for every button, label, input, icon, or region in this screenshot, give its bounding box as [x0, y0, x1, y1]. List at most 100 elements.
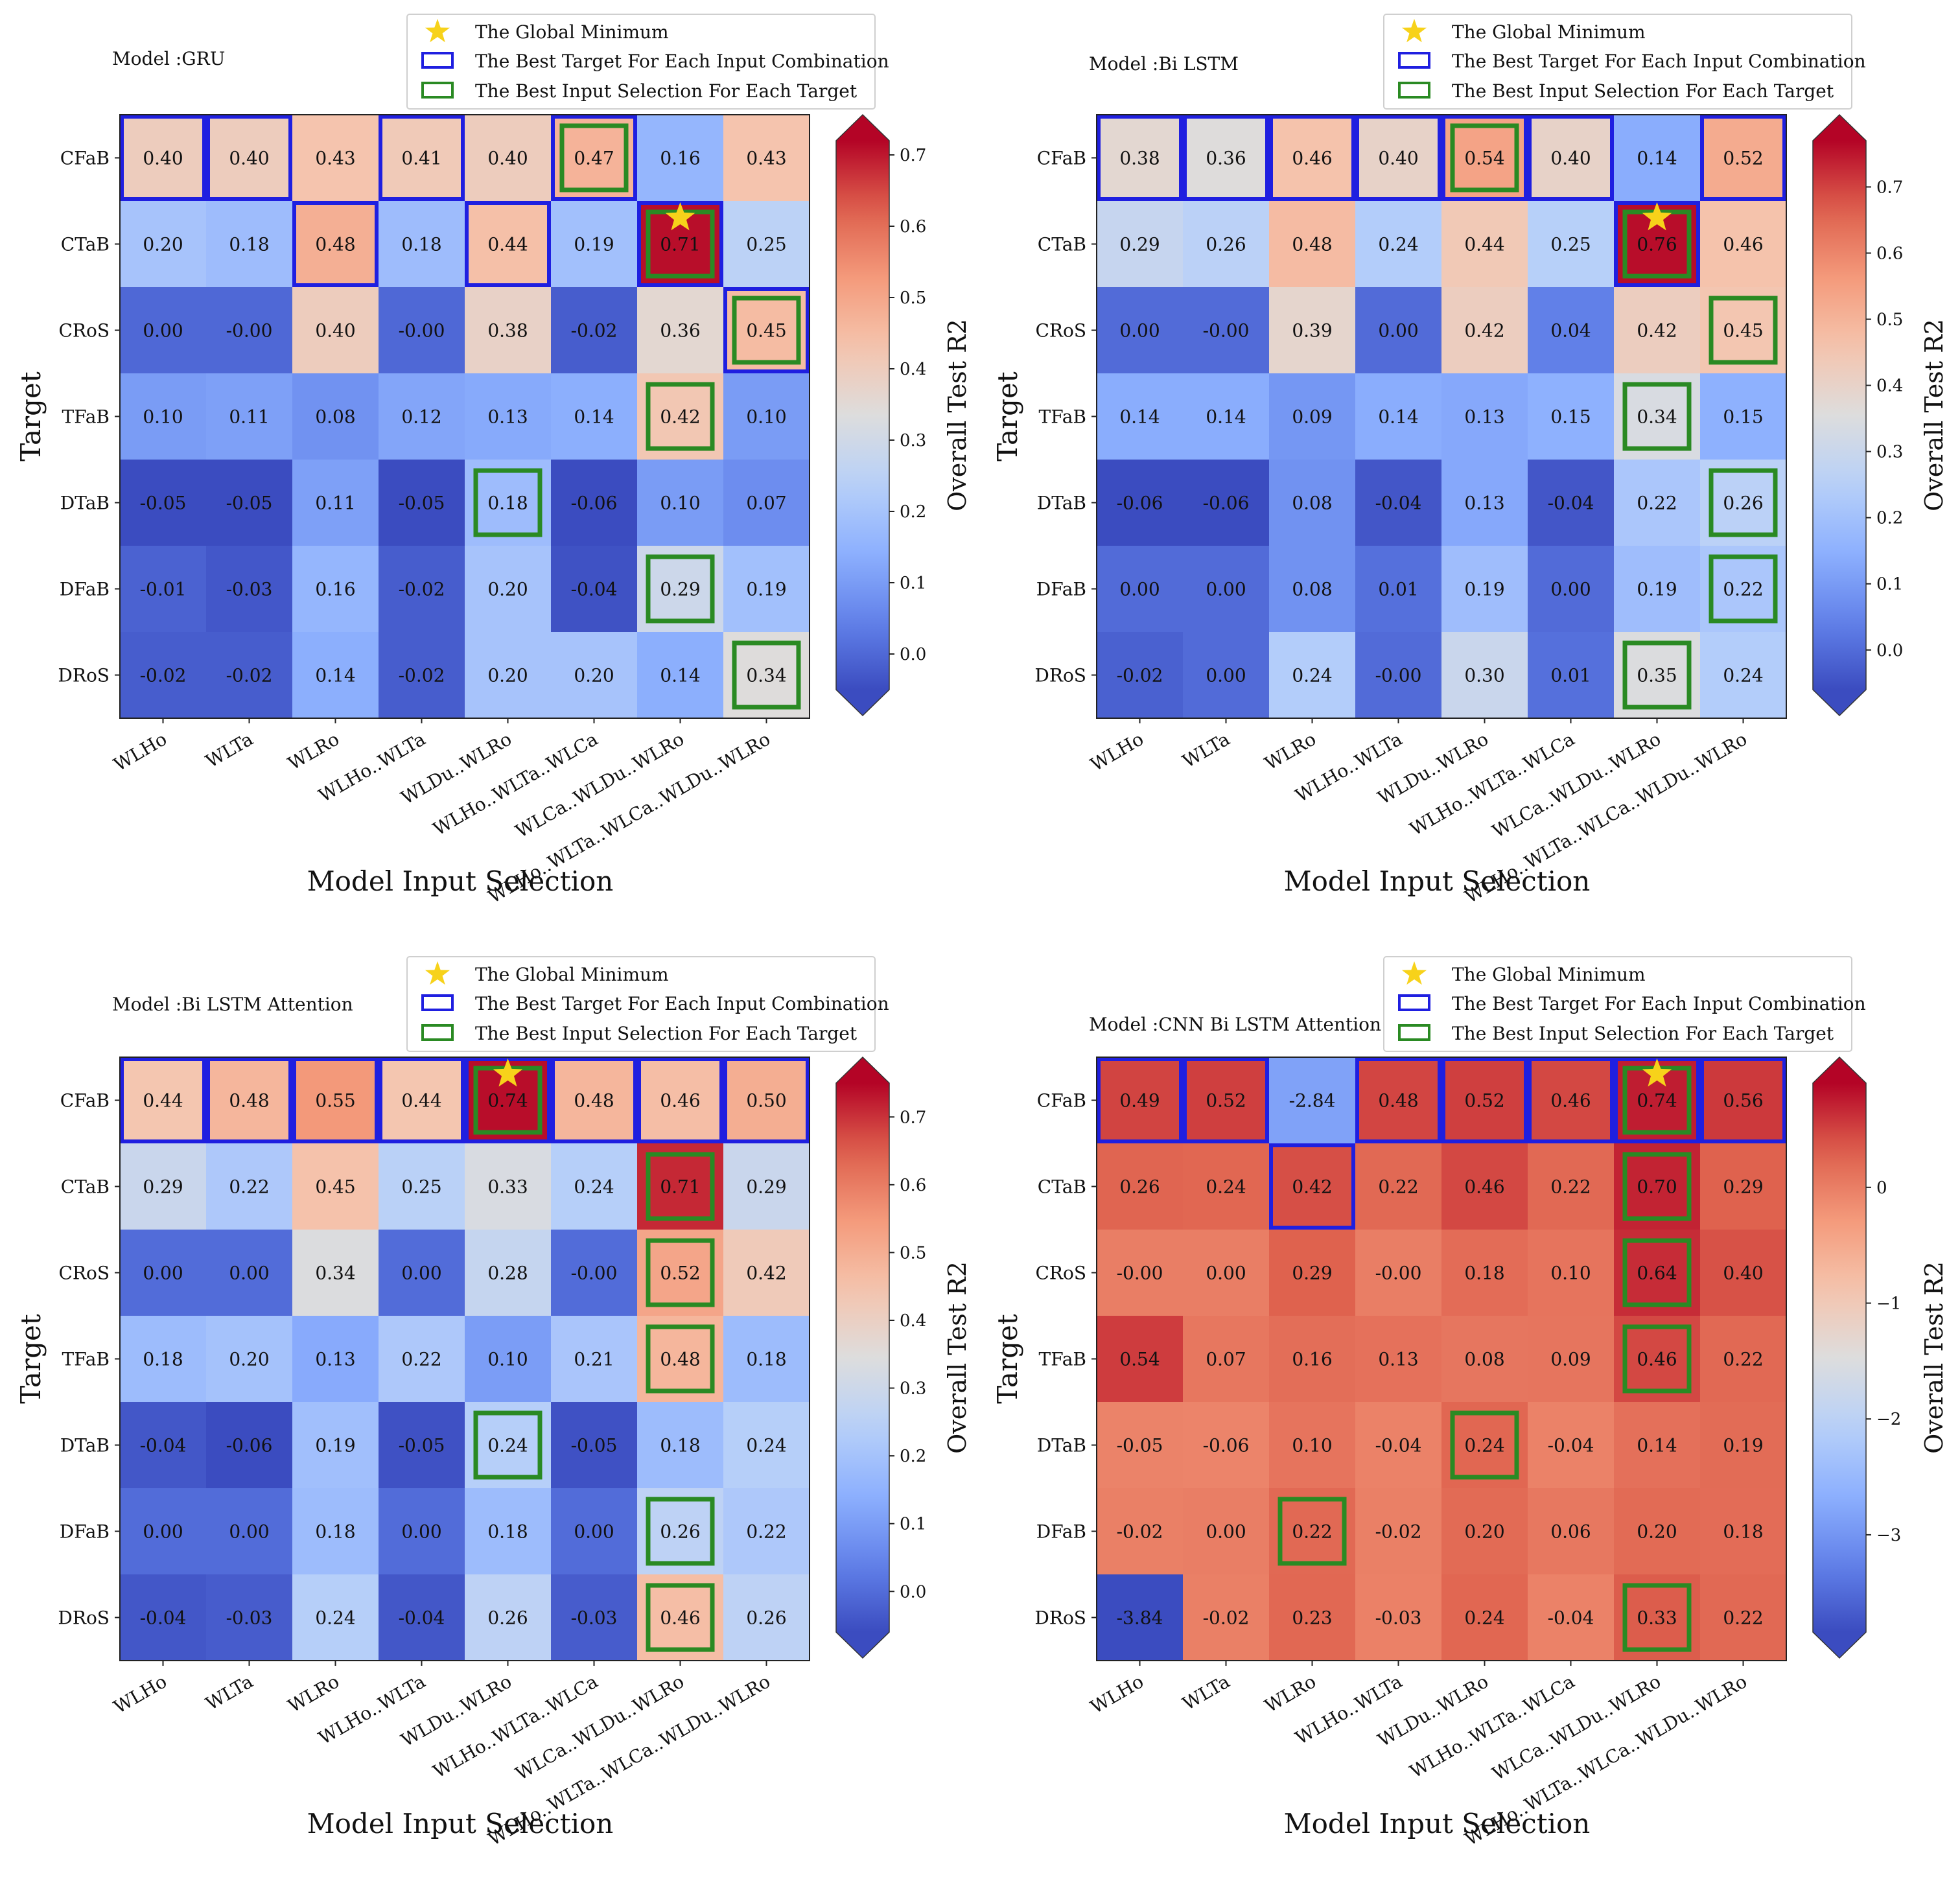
heatmap-cell — [1097, 1143, 1183, 1230]
cell-value-label: 0.10 — [1550, 1263, 1591, 1284]
heatmap-cell — [379, 632, 465, 718]
heatmap-cell — [1355, 373, 1441, 460]
cell-value-label: 0.14 — [574, 406, 614, 428]
best-input-box — [1709, 468, 1778, 537]
heatmap-cell — [120, 201, 206, 287]
best-input-box — [1709, 554, 1778, 624]
cell-value-label: -2.84 — [1289, 1090, 1336, 1112]
colorbar-tick-label: 0.6 — [900, 1176, 926, 1195]
best-target-box — [1528, 1057, 1614, 1143]
cell-value-label: 0.52 — [660, 1263, 700, 1284]
heatmap-cell — [1614, 1574, 1700, 1661]
colorbar-label: Overall Test R2 — [1920, 1261, 1948, 1454]
cell-value-label: 0.19 — [1464, 579, 1504, 600]
best-input-box — [646, 1497, 715, 1566]
cell-value-label: 0.10 — [143, 406, 183, 428]
cell-value-label: 0.13 — [1378, 1349, 1418, 1370]
cell-value-label: 0.11 — [229, 406, 269, 428]
cell-value-label: 0.36 — [1206, 148, 1246, 169]
colorbar-top-extension — [1813, 1057, 1866, 1083]
heatmap-panel-2: 0.38 0.36 0.46 0.40 0.54 0.40 0.14 0.52 0.29 0.26… — [992, 14, 1948, 907]
cell-value-label: 0.13 — [315, 1349, 355, 1370]
legend-label: The Best Input Selection For Each Target — [1452, 80, 1834, 102]
heatmap-cell — [723, 1057, 810, 1143]
cell-value-label: 0.22 — [1378, 1176, 1418, 1198]
heatmap-cell — [465, 1143, 551, 1230]
cell-value-label: 0.00 — [401, 1263, 441, 1284]
cell-value-label: 0.26 — [487, 1607, 528, 1629]
heatmap-cell — [292, 460, 379, 546]
cell-value-label: 0.06 — [1550, 1521, 1591, 1543]
heatmap-cell — [465, 115, 551, 201]
cell-value-label: 0.29 — [746, 1176, 786, 1198]
panel-title: Model :GRU — [112, 48, 225, 69]
best-target-box — [1097, 1057, 1183, 1143]
heatmap-cell — [1528, 1488, 1614, 1574]
heatmap-cell — [723, 373, 810, 460]
heatmap-cell — [723, 1574, 810, 1661]
heatmap-cell — [1528, 1230, 1614, 1316]
heatmap-cell — [292, 1488, 379, 1574]
heatmap-cell — [1700, 1316, 1786, 1402]
cell-value-label: -0.04 — [140, 1607, 187, 1629]
cell-value-label: -0.03 — [226, 1607, 273, 1629]
best-target-box — [292, 201, 379, 287]
heatmap-cell — [637, 1316, 723, 1402]
heatmap-cell — [1183, 1574, 1269, 1661]
heatmap-cell — [1355, 115, 1441, 201]
cell-value-label: 0.14 — [660, 665, 700, 686]
y-axis-label: Target — [992, 371, 1023, 461]
cell-value-label: 0.74 — [487, 1090, 528, 1112]
heatmap-cell — [1700, 1574, 1786, 1661]
legend-star-icon — [1402, 961, 1427, 985]
best-input-box — [559, 123, 629, 193]
heatmap-cell — [292, 1057, 379, 1143]
cell-value-label: -0.02 — [571, 320, 618, 342]
cell-value-label: -0.04 — [1548, 1607, 1594, 1629]
heatmap-cell — [292, 287, 379, 373]
heatmap-cell — [1700, 115, 1786, 201]
y-tick-label: CFaB — [60, 1090, 110, 1112]
heatmap-cell — [1183, 201, 1269, 287]
colorbar — [1813, 1083, 1866, 1632]
y-tick-label: DRoS — [1034, 1607, 1086, 1629]
cell-value-label: 0.18 — [1464, 1263, 1504, 1284]
heatmap-cell — [1441, 1143, 1528, 1230]
cell-value-label: -3.84 — [1117, 1607, 1163, 1629]
cell-value-label: 0.36 — [660, 320, 700, 342]
cell-value-label: 0.10 — [487, 1349, 528, 1370]
heatmap-cell — [1614, 546, 1700, 632]
cell-value-label: -0.02 — [1117, 1521, 1163, 1543]
cell-value-label: 0.49 — [1119, 1090, 1160, 1112]
heatmap-cell — [1097, 1057, 1183, 1143]
cell-value-label: -0.00 — [226, 320, 273, 342]
heatmap-cell — [723, 1230, 810, 1316]
heatmap-cell — [206, 1230, 292, 1316]
cell-value-label: -0.06 — [1117, 493, 1163, 514]
legend-box — [406, 14, 876, 110]
heatmap-cell — [1097, 1402, 1183, 1488]
heatmap-cell — [1183, 1402, 1269, 1488]
cell-value-label: 0.45 — [746, 320, 786, 342]
legend-label: The Best Input Selection For Each Target — [475, 1023, 858, 1044]
cell-value-label: 0.48 — [574, 1090, 614, 1112]
cell-value-label: 0.33 — [487, 1176, 528, 1198]
heatmap-cell — [1700, 632, 1786, 718]
cell-value-label: 0.24 — [1378, 234, 1418, 255]
heatmap-cell — [723, 460, 810, 546]
colorbar-tick-label: −1 — [1876, 1294, 1901, 1314]
y-tick-label: DTaB — [60, 1435, 110, 1456]
heatmap-cell — [1700, 1143, 1786, 1230]
heatmap-cell — [379, 201, 465, 287]
cell-value-label: 0.44 — [1464, 234, 1504, 255]
cell-value-label: 0.44 — [401, 1090, 441, 1112]
heatmap-cell — [465, 373, 551, 460]
cell-value-label: 0.19 — [1723, 1435, 1763, 1456]
x-tick-label: WLHo — [110, 728, 170, 775]
x-tick-label: WLTa — [1179, 1670, 1233, 1714]
cell-value-label: 0.19 — [574, 234, 614, 255]
heatmap-cell — [1269, 546, 1355, 632]
heatmap-cell — [465, 287, 551, 373]
colorbar-outline — [1812, 113, 1867, 717]
cell-value-label: 0.54 — [1464, 148, 1504, 169]
